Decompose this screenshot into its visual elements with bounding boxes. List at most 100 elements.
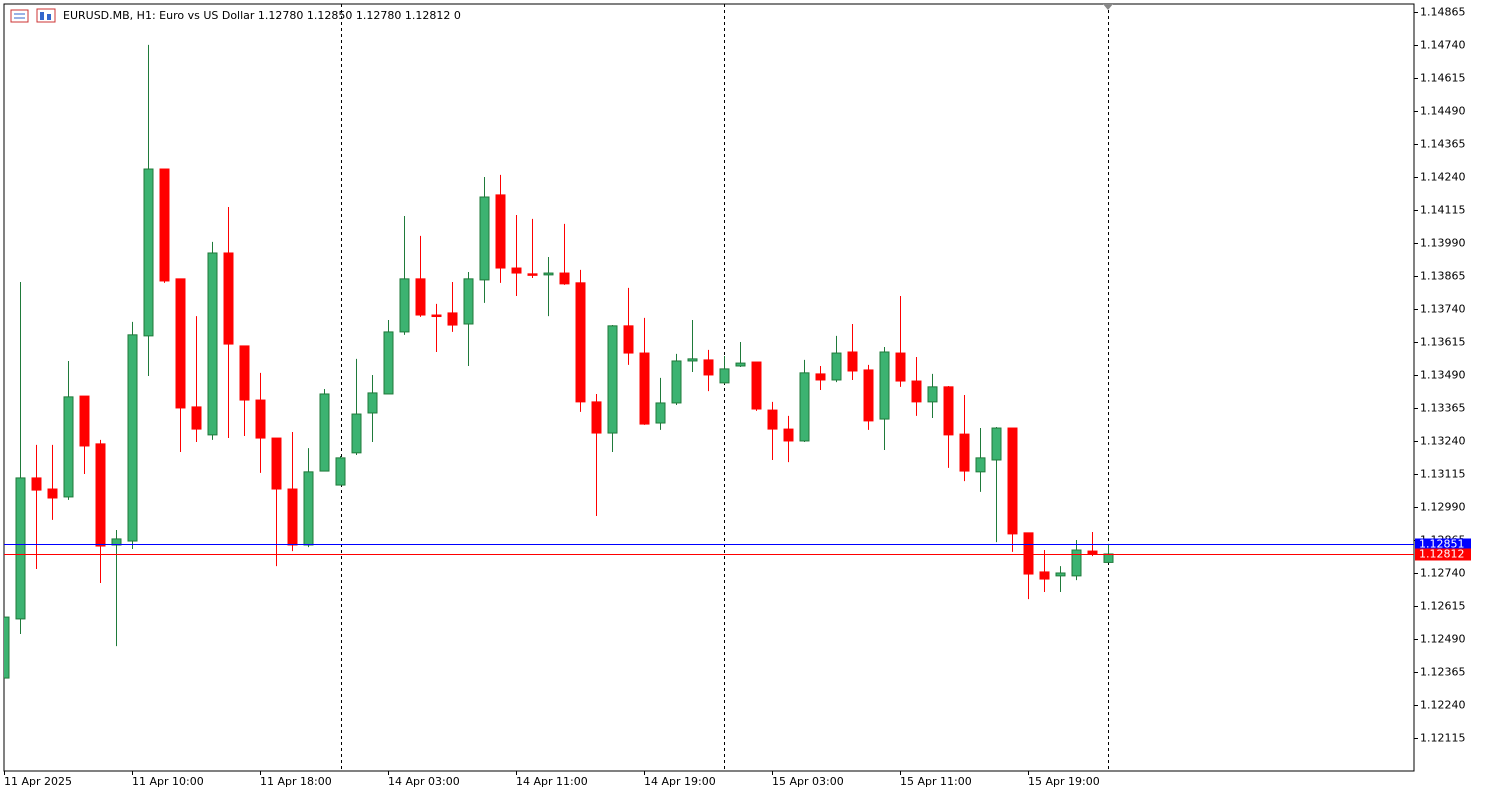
y-tick-label: 1.12740 [1420,567,1466,580]
icon [10,9,29,23]
candle-body [159,168,170,282]
price-label-bg [1415,548,1471,561]
candle-body [287,488,298,546]
x-tick-label: 14 Apr 03:00 [388,775,460,788]
candle-body [47,488,58,499]
candle-body [671,360,682,404]
candle-body [735,362,746,367]
candle-body [783,428,794,442]
candle-body [607,325,618,434]
candle-body [1087,550,1098,555]
candle-body [79,395,90,447]
y-tick-label: 1.14615 [1420,72,1466,85]
candle-body [543,272,554,276]
candle-body [751,361,762,410]
y-tick-label: 1.13740 [1420,303,1466,316]
y-tick-label: 1.14490 [1420,105,1466,118]
y-tick-label: 1.12240 [1420,699,1466,712]
y-tick-label: 1.12490 [1420,633,1466,646]
y-tick-label: 1.12365 [1420,666,1466,679]
candle-body [191,406,202,430]
candle-body [495,194,506,269]
candle-body [335,457,346,486]
y-tick-label: 1.14865 [1420,6,1466,19]
candle-body [351,413,362,454]
candle-body [1039,571,1050,580]
candle-body [447,312,458,326]
candle-body [1007,427,1018,535]
y-tick-label: 1.13115 [1420,468,1466,481]
candle-body [511,267,522,274]
candle-body [815,373,826,381]
candle-body [639,352,650,425]
candle-body [63,396,74,498]
candle-body [463,278,474,325]
candle-body [1071,549,1082,577]
candle-body [1103,553,1114,563]
plot-area [4,4,1414,771]
candle-body [719,368,730,384]
candle-body [559,272,570,285]
candle-body [255,399,266,439]
candle-body [927,386,938,403]
y-tick-label: 1.14240 [1420,171,1466,184]
candle-body [527,273,538,276]
icon [36,8,56,23]
y-tick-label: 1.12990 [1420,501,1466,514]
candle-body [431,314,442,318]
candle-body [831,352,842,381]
candle-body [591,401,602,434]
candle-body [4,616,10,679]
candle-body [895,352,906,382]
candle-body [799,372,810,442]
candle-body [479,196,490,281]
candle-body [95,443,106,547]
candle-body [271,437,282,490]
candle-body [911,380,922,403]
candle-body [991,427,1002,461]
candle-body [575,282,586,403]
icon [40,12,44,20]
y-tick-label: 1.14740 [1420,39,1466,52]
candle-body [367,392,378,414]
candle-body [655,402,666,424]
candle-body [383,331,394,395]
y-tick-label: 1.12115 [1420,732,1466,745]
y-tick-label: 1.13990 [1420,237,1466,250]
y-tick-label: 1.13865 [1420,270,1466,283]
x-tick-label: 15 Apr 19:00 [1028,775,1100,788]
x-tick-label: 14 Apr 11:00 [516,775,588,788]
price-label: 1.12812 [1419,548,1465,561]
candle-body [703,359,714,376]
y-tick-label: 1.13365 [1420,402,1466,415]
x-tick-label: 14 Apr 19:00 [644,775,716,788]
y-tick-label: 1.12615 [1420,600,1466,613]
candle-body [15,477,26,620]
y-tick-label: 1.13240 [1420,435,1466,448]
y-tick-label: 1.14365 [1420,138,1466,151]
candle-body [223,252,234,345]
candle-body [319,393,330,472]
y-tick-label: 1.14115 [1420,204,1466,217]
candle-body [623,325,634,354]
icon [47,14,51,20]
x-tick-label: 15 Apr 03:00 [772,775,844,788]
candle-body [175,278,186,409]
candle-body [415,278,426,316]
candle-body [975,457,986,473]
candle-body [303,471,314,546]
shift-marker [1103,4,1113,10]
y-tick-label: 1.13490 [1420,369,1466,382]
candle-body [143,168,154,337]
header-icons [10,8,56,23]
x-tick-label: 11 Apr 10:00 [132,775,204,788]
candle-body [1055,572,1066,577]
candle-body [399,278,410,333]
x-tick-label: 15 Apr 11:00 [900,775,972,788]
candle-body [31,477,42,491]
candle-body [863,369,874,422]
candle-body [847,351,858,372]
x-tick-label: 11 Apr 2025 [4,775,72,788]
candle-body [943,386,954,436]
